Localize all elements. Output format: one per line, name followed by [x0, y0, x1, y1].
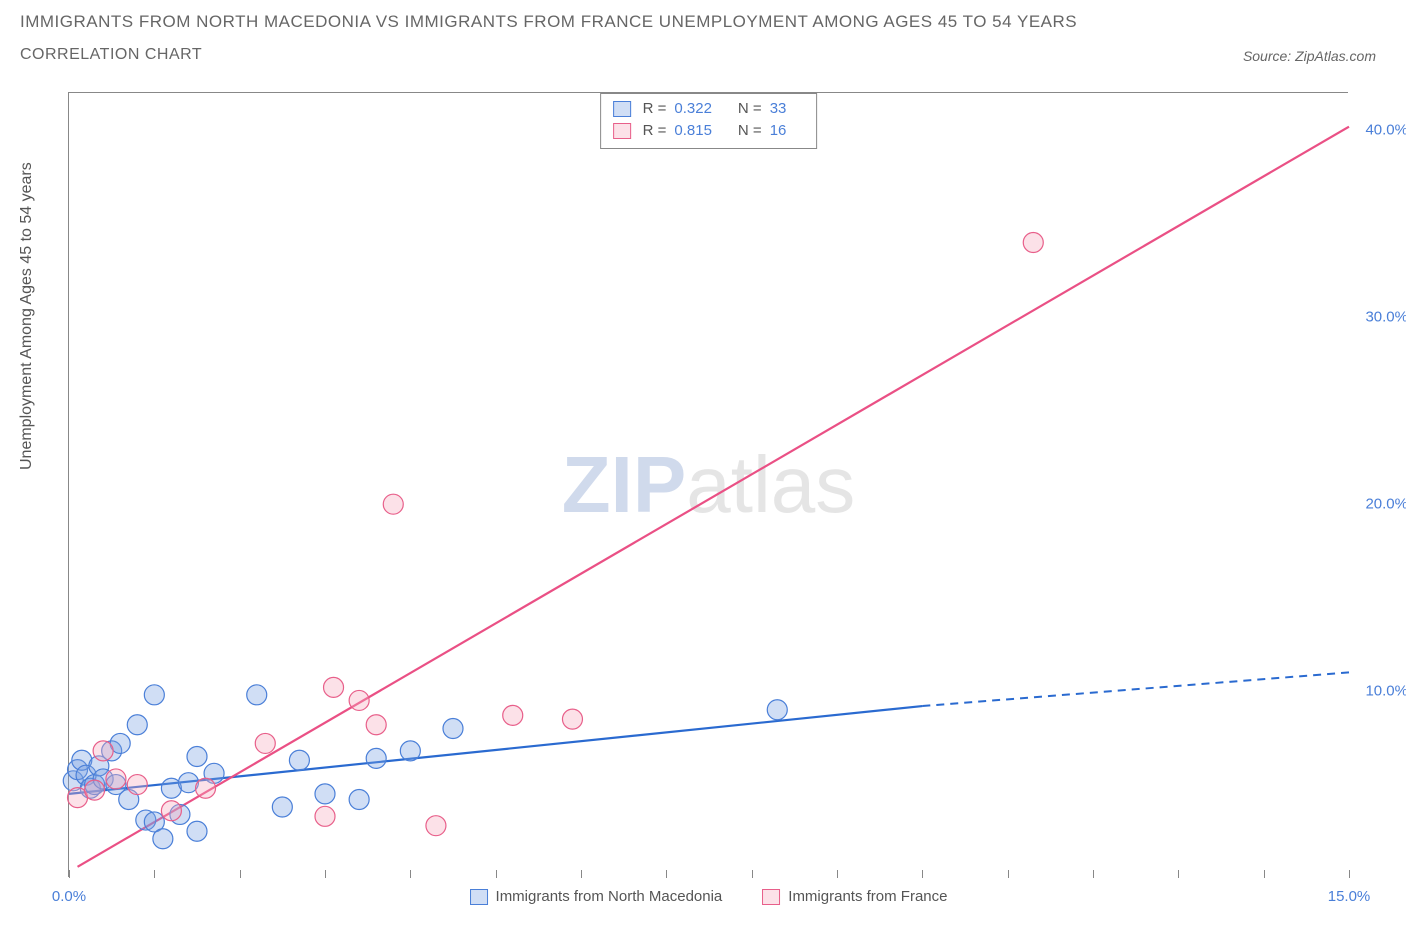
y-tick-label: 20.0% [1365, 496, 1406, 513]
chart-title-line1: Immigrants from North Macedonia vs Immig… [20, 12, 1386, 32]
stats-row-pink: R = 0.815 N = 16 [613, 120, 801, 142]
correlation-stats-box: R = 0.322 N = 33 R = 0.815 N = 16 [600, 93, 818, 149]
swatch-icon [613, 123, 631, 139]
legend: Immigrants from North Macedonia Immigran… [470, 888, 948, 905]
y-tick-label: 40.0% [1365, 122, 1406, 139]
source-attribution: Source: ZipAtlas.com [1243, 48, 1376, 64]
legend-label: Immigrants from North Macedonia [496, 888, 723, 905]
chart-plot-area: ZIPatlas R = 0.322 N = 33 R = 0.815 N = … [68, 92, 1348, 877]
swatch-icon [613, 101, 631, 117]
x-tick-label: 15.0% [1328, 888, 1371, 905]
swatch-icon [762, 889, 780, 905]
legend-item: Immigrants from France [762, 888, 947, 905]
scatter-svg [69, 93, 1348, 877]
y-tick-label: 10.0% [1365, 683, 1406, 700]
chart-title-line2: Correlation Chart [20, 46, 1386, 64]
legend-label: Immigrants from France [788, 888, 947, 905]
legend-item: Immigrants from North Macedonia [470, 888, 723, 905]
swatch-icon [470, 889, 488, 905]
x-tick-label: 0.0% [52, 888, 86, 905]
stats-row-blue: R = 0.322 N = 33 [613, 98, 801, 120]
y-axis-label: Unemployment Among Ages 45 to 54 years [18, 162, 36, 470]
y-tick-label: 30.0% [1365, 309, 1406, 326]
